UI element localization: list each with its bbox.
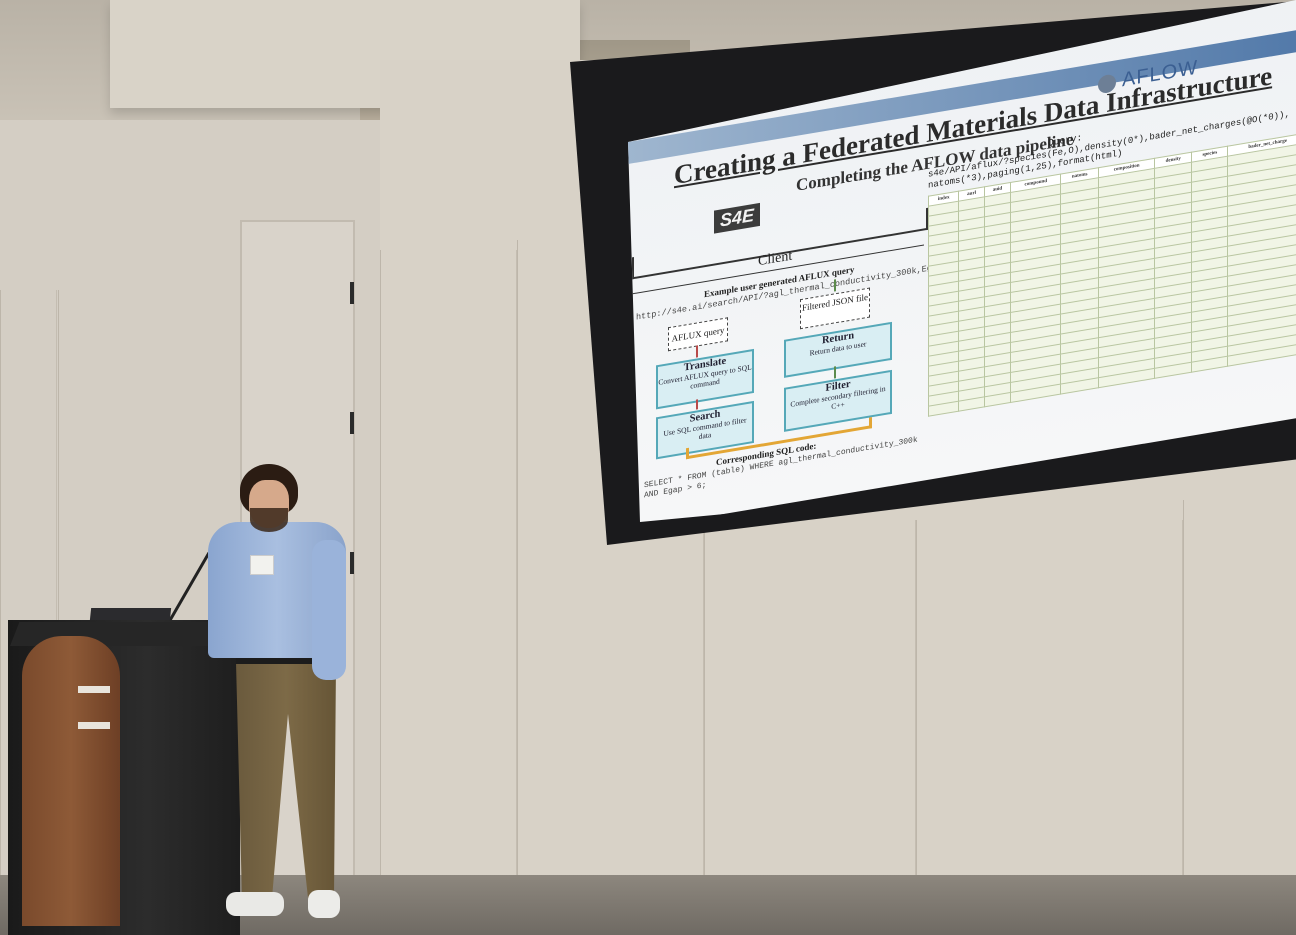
speaker-shoe [308, 890, 340, 918]
speaker-shoe [226, 892, 284, 916]
podium-plate [78, 722, 110, 729]
name-badge [250, 555, 274, 575]
door-hinge [350, 282, 354, 304]
podium-plate [78, 686, 110, 693]
wall-panel [517, 240, 704, 880]
projection-screen-frame [570, 0, 1296, 545]
wall-panel [380, 250, 517, 880]
door-hinge [350, 412, 354, 434]
podium-wood-panel [22, 636, 120, 926]
wall-panel [1183, 500, 1296, 880]
speaker-beard [250, 508, 288, 532]
speaker-arm [312, 540, 346, 680]
wall-panel [0, 290, 57, 880]
wall-panel [916, 520, 1183, 880]
wall-panel [704, 520, 916, 880]
door-hinge [350, 552, 354, 574]
